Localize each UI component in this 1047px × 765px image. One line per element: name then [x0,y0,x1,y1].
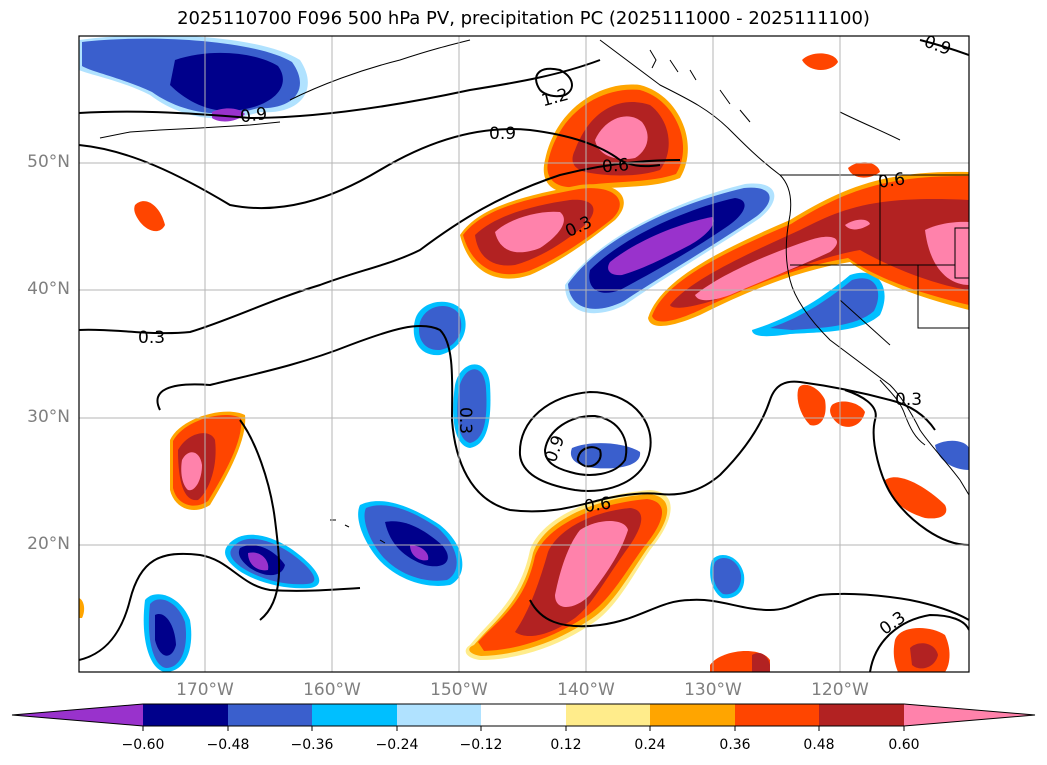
pv-contours [79,39,969,672]
lon-label: 120°W [811,680,869,700]
colorbar-bin [735,704,819,726]
contour-label: 0.6 [601,155,630,177]
lat-label: 50°N [27,152,70,172]
colorbar-tick-label: −0.48 [206,737,250,753]
colorbar-tick-label: −0.24 [375,737,419,753]
map-frame [78,35,970,673]
colorbar-bin [397,704,481,726]
contour-label: 0.6 [583,494,613,518]
lat-label: 30°N [27,407,70,427]
negative-anomaly-region-northwest [79,36,308,122]
contour-label: 0.9 [489,124,516,144]
negative-anomaly-small-blobs [143,301,969,672]
colorbar-extend-high [904,704,1035,726]
graticule [79,36,969,672]
colorbar-tick-label: −0.36 [290,737,334,753]
colorbar-bin [650,704,735,726]
colorbar-tick-label: −0.12 [459,737,503,753]
positive-anomaly-region-subtropical [465,490,671,660]
colorbar-tick-label: −0.60 [121,737,165,753]
colorbar-bin [481,704,566,726]
positive-anomaly-band-northeast [648,162,969,326]
lon-label: 140°W [557,680,615,700]
lon-label: 150°W [430,680,488,700]
map-title: 2025110700 F096 500 hPa PV, precipitatio… [177,8,870,29]
negative-anomaly-region-coast [752,272,885,337]
colorbar-bin [143,704,228,726]
lon-label: 160°W [303,680,361,700]
contour-label: 0.9 [239,104,269,128]
colorbar-tick-label: 0.12 [550,737,582,753]
colorbar-tick-label: 0.36 [719,737,751,753]
contour-label: 0.6 [877,169,907,193]
lon-label: 130°W [684,680,742,700]
lon-label: 170°W [176,680,234,700]
colorbar-bin [819,704,904,726]
contour-label: 0.9 [541,433,569,465]
colorbar-bin [228,704,312,726]
colorbar-tick-label: 0.48 [803,737,835,753]
contour-label: 0.3 [455,407,475,434]
negative-anomaly-band-central [565,183,775,314]
colorbar-bin [312,704,397,726]
positive-anomaly-small-blobs [79,53,950,672]
positive-anomaly-band-west [460,184,624,279]
lat-label: 20°N [27,534,70,554]
colorbar-tick-label: 0.60 [888,737,920,753]
contour-label: 0.3 [138,328,165,348]
colorbar-tick-label: 0.24 [634,737,666,753]
contour-label: 1.2 [539,85,570,111]
colorbar [11,703,1036,731]
colorbar-bin [566,704,650,726]
contour-label: 0.3 [895,390,922,410]
colorbar-extend-low [12,704,143,726]
lat-label: 40°N [27,279,70,299]
